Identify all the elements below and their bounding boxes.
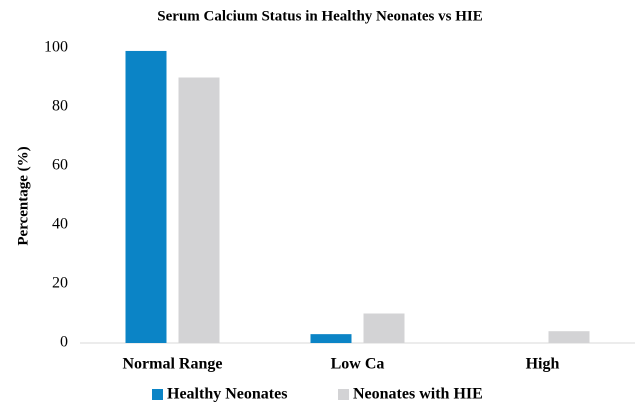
x-tick-label: Normal Range	[123, 356, 223, 373]
y-tick-label: 80	[52, 98, 68, 115]
chart-title: Serum Calcium Status in Healthy Neonates…	[157, 8, 482, 24]
x-tick-label: High	[526, 356, 560, 373]
legend-swatch	[338, 389, 349, 400]
y-tick-label: 40	[52, 216, 68, 233]
legend-label: Healthy Neonates	[167, 386, 287, 403]
legend-label: Neonates with HIE	[353, 386, 483, 403]
legend-swatch	[152, 389, 163, 400]
y-tick-label: 0	[60, 334, 68, 351]
y-tick-label: 60	[52, 157, 68, 174]
bar	[310, 334, 352, 343]
bar	[178, 77, 220, 343]
bar	[363, 313, 405, 343]
x-tick-label: Low Ca	[331, 356, 385, 373]
y-tick-label: 20	[52, 275, 68, 292]
bar	[548, 331, 590, 343]
bar	[125, 50, 167, 343]
y-axis-label: Percentage (%)	[15, 146, 31, 245]
y-tick-label: 100	[44, 39, 68, 56]
